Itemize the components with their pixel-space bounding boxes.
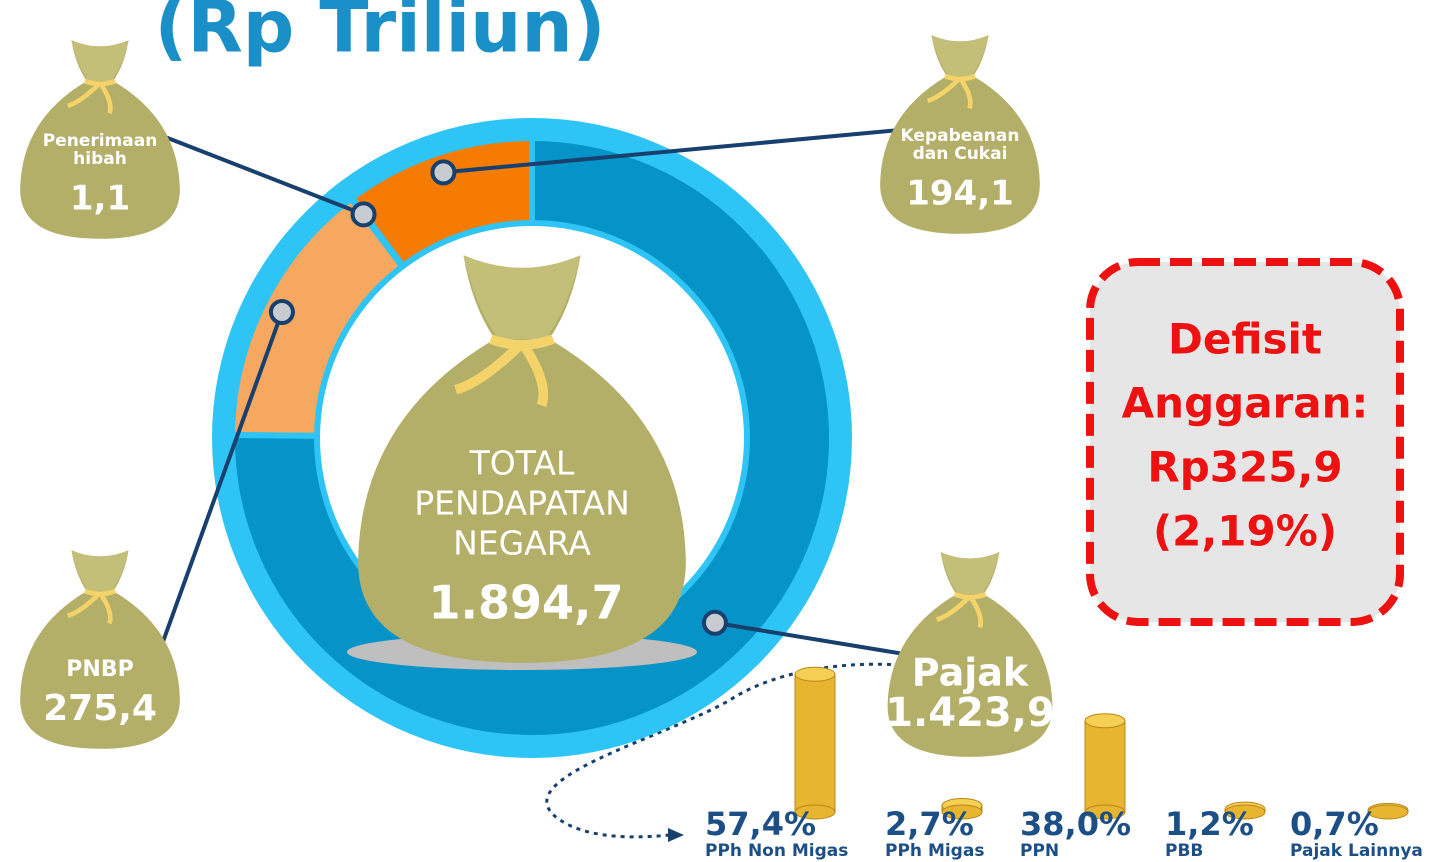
- connector-dot: [353, 203, 375, 225]
- line: dan Cukai: [913, 144, 1008, 164]
- bag-neck: [72, 550, 129, 591]
- coin-top: [795, 667, 835, 681]
- center-label: NEGARA: [453, 524, 591, 563]
- category-label: PNBP: [66, 657, 133, 682]
- tax-label: PBB: [1165, 841, 1203, 861]
- value-label: 1,1: [70, 179, 130, 219]
- coin-stack: [795, 674, 835, 812]
- total-value: 1.894,7: [429, 576, 624, 630]
- value-label: 194,1: [906, 174, 1014, 214]
- center-label: TOTAL: [469, 444, 575, 483]
- bag-neck: [941, 552, 1000, 594]
- value-label: 275,4: [43, 688, 157, 729]
- deficit-text: Rp325,9: [1147, 443, 1342, 492]
- bag-neck: [72, 40, 129, 81]
- deficit-text: Defisit: [1168, 315, 1322, 364]
- share-label: 38,0%: [1020, 805, 1131, 843]
- deficit-text: (2,19%): [1153, 507, 1337, 556]
- infographic: (Rp Triliun) TOTALPENDAPATANNEGARA 1.894,…: [0, 0, 1437, 862]
- tax-label: PPN: [1020, 841, 1059, 861]
- page: {"chart_data": [ {"type": "donut", "titl…: [0, 0, 1437, 862]
- connector-dot: [271, 301, 293, 323]
- line: hibah: [73, 149, 127, 169]
- line: Kepabeanan: [901, 126, 1020, 146]
- category-label: Pajak: [912, 651, 1029, 695]
- connector-dot: [704, 612, 726, 634]
- arrow-head: [668, 828, 684, 842]
- coin-top: [1085, 714, 1125, 728]
- tax-label: PPh Non Migas: [705, 841, 848, 861]
- center-label: PENDAPATAN: [414, 484, 630, 523]
- deficit-text: Anggaran:: [1122, 379, 1369, 428]
- tax-label: PPh Migas: [885, 841, 984, 861]
- bag-neck: [932, 35, 989, 76]
- value-label: 1.423,9: [885, 690, 1055, 736]
- coin-stack: [1085, 721, 1125, 812]
- tax-label: Pajak Lainnya: [1290, 841, 1423, 861]
- share-label: 2,7%: [885, 805, 974, 843]
- share-label: 1,2%: [1165, 805, 1254, 843]
- chart-title: (Rp Triliun): [154, 0, 605, 69]
- connector: [160, 135, 364, 214]
- share-label: 0,7%: [1290, 805, 1379, 843]
- line: Penerimaan: [43, 131, 158, 151]
- connector-dot: [432, 161, 454, 183]
- share-label: 57,4%: [705, 805, 816, 843]
